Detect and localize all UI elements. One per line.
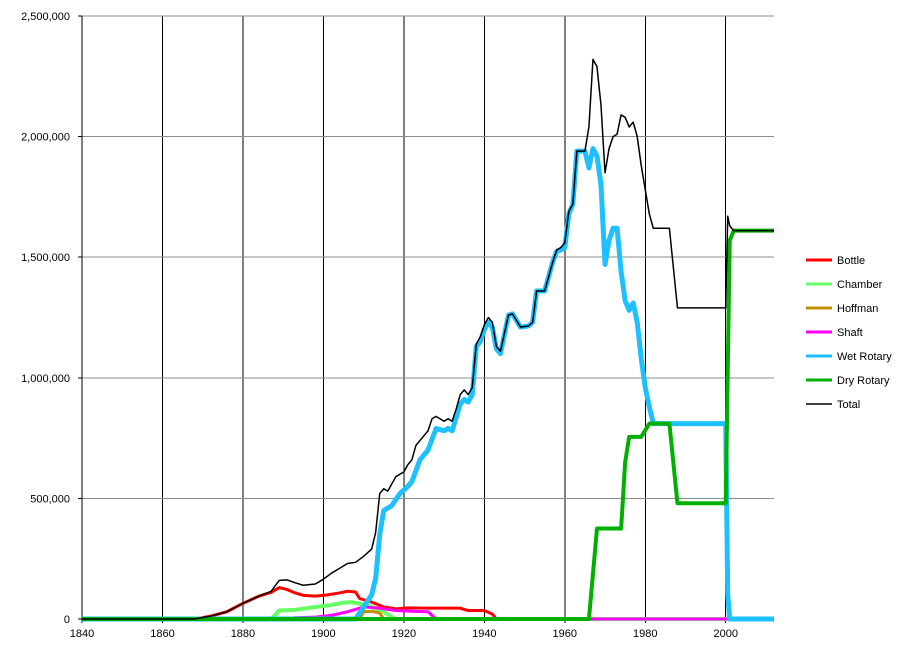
series-lines (82, 58, 774, 622)
grid (82, 15, 774, 619)
legend-label-hoffman: Hoffman (837, 303, 878, 315)
y-tick-label: 2,500,000 (21, 11, 70, 23)
series-line-chamber (82, 600, 774, 621)
x-tick-label: 1880 (231, 628, 255, 640)
legend: Bottle Chamber Hoffman Shaft Wet Rotary Dry R… (806, 255, 892, 411)
axes: 0 500,000 1,000,000 1,500,000 2,000,000 2,500… (21, 11, 774, 640)
y-tick-label: 0 (64, 614, 70, 626)
legend-label-chamber: Chamber (837, 279, 883, 291)
legend-label-wet-rotary: Wet Rotary (837, 351, 892, 363)
x-tick-label: 1900 (311, 628, 335, 640)
legend-label-bottle: Bottle (837, 255, 865, 267)
series-line-dry-rotary (82, 228, 774, 621)
legend-label-total: Total (837, 399, 860, 411)
x-tick-label: 1920 (392, 628, 416, 640)
x-tick-label: 1960 (553, 628, 577, 640)
y-tick-label: 1,500,000 (21, 252, 70, 264)
y-tick-label: 500,000 (30, 493, 70, 505)
x-tick-label: 1980 (633, 628, 657, 640)
legend-label-dry-rotary: Dry Rotary (837, 375, 890, 387)
x-tick-label: 1940 (472, 628, 496, 640)
x-tick-label: 1860 (150, 628, 174, 640)
x-tick-label: 1840 (70, 628, 94, 640)
legend-label-shaft: Shaft (837, 327, 863, 339)
x-tick-label: 2000 (713, 628, 737, 640)
y-tick-label: 2,000,000 (21, 132, 70, 144)
y-tick-label: 1,000,000 (21, 373, 70, 385)
series-line-total (82, 58, 774, 620)
